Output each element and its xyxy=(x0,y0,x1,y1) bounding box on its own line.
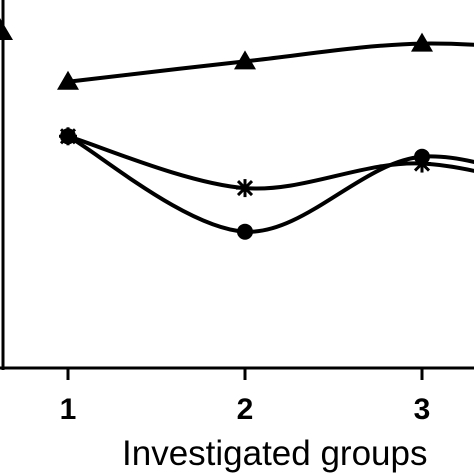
data-point-triangle xyxy=(234,50,256,70)
x-ticks: 1234 xyxy=(60,368,431,426)
series-triangle xyxy=(57,32,474,90)
data-point-triangle xyxy=(411,32,433,52)
series-line xyxy=(67,134,474,234)
x-tick-label: 1 xyxy=(60,393,77,426)
x-tick-label: 3 xyxy=(414,393,431,426)
data-point-circle xyxy=(60,128,76,145)
data-point-triangle xyxy=(57,70,79,90)
x-axis-title: Investigated groups xyxy=(122,434,427,473)
series-line xyxy=(67,41,474,84)
series-layer xyxy=(57,32,474,240)
series-line xyxy=(67,134,474,191)
data-point-star xyxy=(236,179,254,198)
data-point-circle xyxy=(237,223,253,240)
data-point-circle xyxy=(414,148,430,165)
series-circle xyxy=(60,128,474,240)
x-tick-label: 2 xyxy=(237,393,254,426)
y-axis-arrow-icon xyxy=(0,18,13,40)
